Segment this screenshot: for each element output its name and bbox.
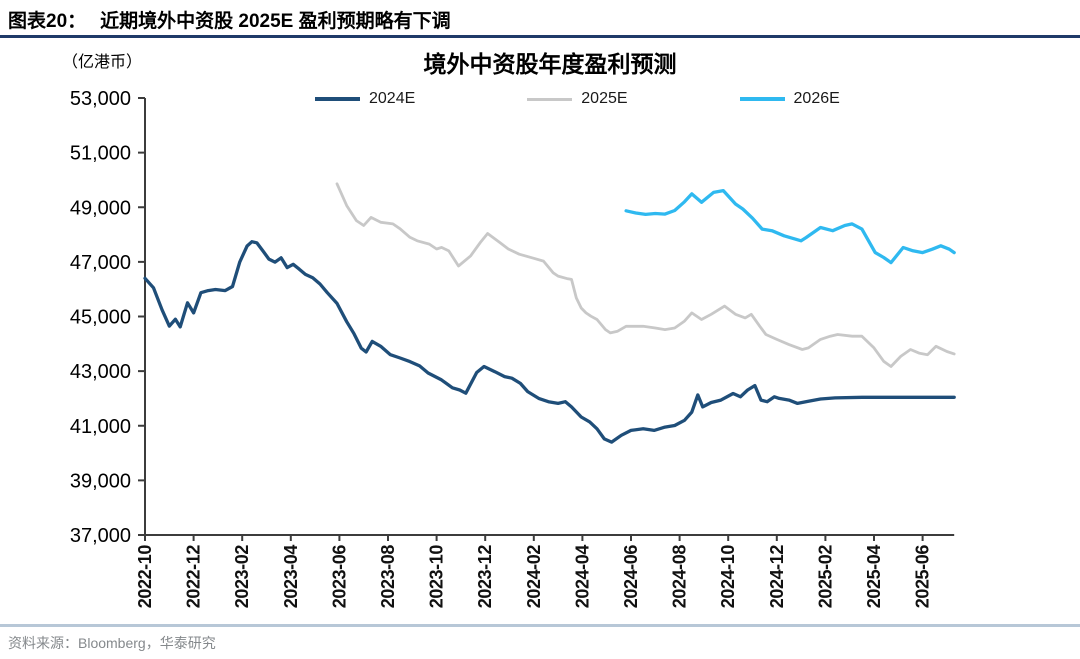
svg-text:39,000: 39,000 bbox=[70, 470, 131, 492]
legend-line-swatch-2025e-icon bbox=[527, 97, 573, 101]
svg-text:43,000: 43,000 bbox=[70, 361, 131, 383]
svg-text:2024-08: 2024-08 bbox=[670, 545, 690, 609]
svg-text:2025-02: 2025-02 bbox=[815, 545, 835, 609]
svg-text:2023-08: 2023-08 bbox=[378, 545, 398, 609]
svg-text:2022-10: 2022-10 bbox=[135, 545, 155, 609]
legend-line-swatch-2024e-icon bbox=[315, 97, 360, 101]
svg-text:2024-12: 2024-12 bbox=[767, 545, 787, 609]
svg-text:47,000: 47,000 bbox=[70, 252, 131, 274]
svg-text:2023-10: 2023-10 bbox=[427, 545, 447, 609]
svg-text:41,000: 41,000 bbox=[70, 416, 131, 438]
figure-header: 图表20： 近期境外中资股 2025E 盈利预期略有下调 bbox=[8, 6, 451, 33]
chart-legend: 2024E 2025E 2026E bbox=[315, 89, 840, 109]
series-line-2025e bbox=[335, 182, 956, 368]
figure-number-label: 图表20： bbox=[8, 11, 87, 32]
svg-text:2024-04: 2024-04 bbox=[572, 545, 592, 609]
x-axis-ticks: 2022-10 2022-12 2023-02 2023-04 2023-06 2023-… bbox=[135, 535, 933, 608]
axes bbox=[144, 98, 955, 536]
svg-text:2023-04: 2023-04 bbox=[281, 545, 301, 609]
source-note: 资料来源：Bloomberg，华泰研究 bbox=[8, 635, 216, 651]
svg-text:2024-06: 2024-06 bbox=[621, 545, 641, 609]
footer-divider bbox=[0, 624, 1080, 627]
legend-label-2024e: 2024E bbox=[369, 90, 416, 107]
svg-text:2023-02: 2023-02 bbox=[232, 545, 252, 609]
svg-text:53,000: 53,000 bbox=[70, 88, 131, 110]
legend-item-2026e: 2026E bbox=[739, 90, 840, 108]
svg-text:37,000: 37,000 bbox=[70, 525, 131, 547]
y-axis-unit-label: （亿港币） bbox=[62, 54, 143, 71]
series-line-2024e bbox=[143, 240, 956, 444]
y-axis-ticks: 37,000 39,000 41,000 43,000 45,000 47,000 49,0… bbox=[70, 88, 145, 547]
legend-item-2025e: 2025E bbox=[527, 90, 628, 108]
legend-line-swatch-2026e-icon bbox=[739, 97, 785, 101]
header-divider bbox=[0, 35, 1080, 38]
svg-text:2022-12: 2022-12 bbox=[184, 545, 204, 609]
svg-text:2023-06: 2023-06 bbox=[329, 545, 349, 609]
svg-text:2023-12: 2023-12 bbox=[475, 545, 495, 609]
series-line-2026e bbox=[624, 188, 956, 265]
chart-title: 境外中资股年度盈利预测 bbox=[423, 51, 677, 77]
svg-text:2025-06: 2025-06 bbox=[913, 545, 933, 609]
svg-text:2024-02: 2024-02 bbox=[524, 545, 544, 609]
legend-label-2025e: 2025E bbox=[581, 90, 628, 107]
svg-text:49,000: 49,000 bbox=[70, 197, 131, 219]
svg-text:2025-04: 2025-04 bbox=[864, 545, 884, 609]
svg-text:2024-10: 2024-10 bbox=[718, 545, 738, 609]
legend-item-2024e: 2024E bbox=[315, 90, 415, 108]
svg-text:51,000: 51,000 bbox=[70, 143, 131, 165]
figure-title: 近期境外中资股 2025E 盈利预期略有下调 bbox=[100, 11, 451, 32]
legend-label-2026e: 2026E bbox=[793, 90, 840, 107]
svg-text:45,000: 45,000 bbox=[70, 307, 131, 329]
